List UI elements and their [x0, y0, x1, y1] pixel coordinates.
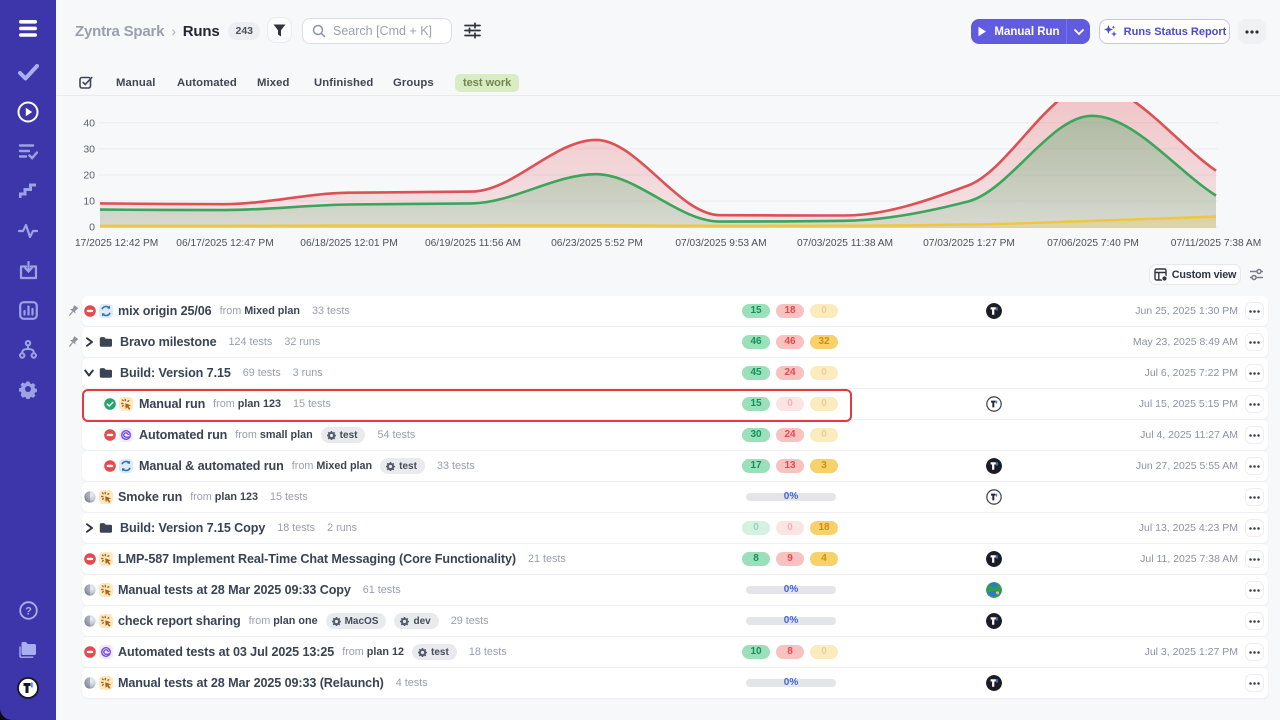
svg-text:0: 0	[89, 222, 95, 234]
svg-text:07/03/2025 9:53 AM: 07/03/2025 9:53 AM	[675, 238, 766, 249]
svg-text:07/06/2025 7:40 PM: 07/06/2025 7:40 PM	[1047, 238, 1139, 249]
svg-text:10: 10	[83, 196, 95, 208]
svg-text:07/03/2025 1:27 PM: 07/03/2025 1:27 PM	[923, 238, 1015, 249]
svg-text:07/11/2025 7:38 AM: 07/11/2025 7:38 AM	[1171, 238, 1261, 249]
svg-text:06/18/2025 12:01 PM: 06/18/2025 12:01 PM	[300, 238, 397, 249]
svg-text:40: 40	[83, 117, 95, 129]
svg-text:06/19/2025 11:56 AM: 06/19/2025 11:56 AM	[425, 238, 521, 249]
svg-text:20: 20	[83, 170, 95, 182]
svg-text:30: 30	[83, 143, 95, 155]
svg-text:07/03/2025 11:38 AM: 07/03/2025 11:38 AM	[797, 238, 893, 249]
svg-text:06/17/2025 12:47 PM: 06/17/2025 12:47 PM	[176, 238, 273, 249]
svg-text:06/23/2025 5:52 PM: 06/23/2025 5:52 PM	[551, 238, 643, 249]
svg-text:?: ?	[25, 606, 32, 618]
svg-text:17/2025 12:42 PM: 17/2025 12:42 PM	[75, 238, 158, 249]
